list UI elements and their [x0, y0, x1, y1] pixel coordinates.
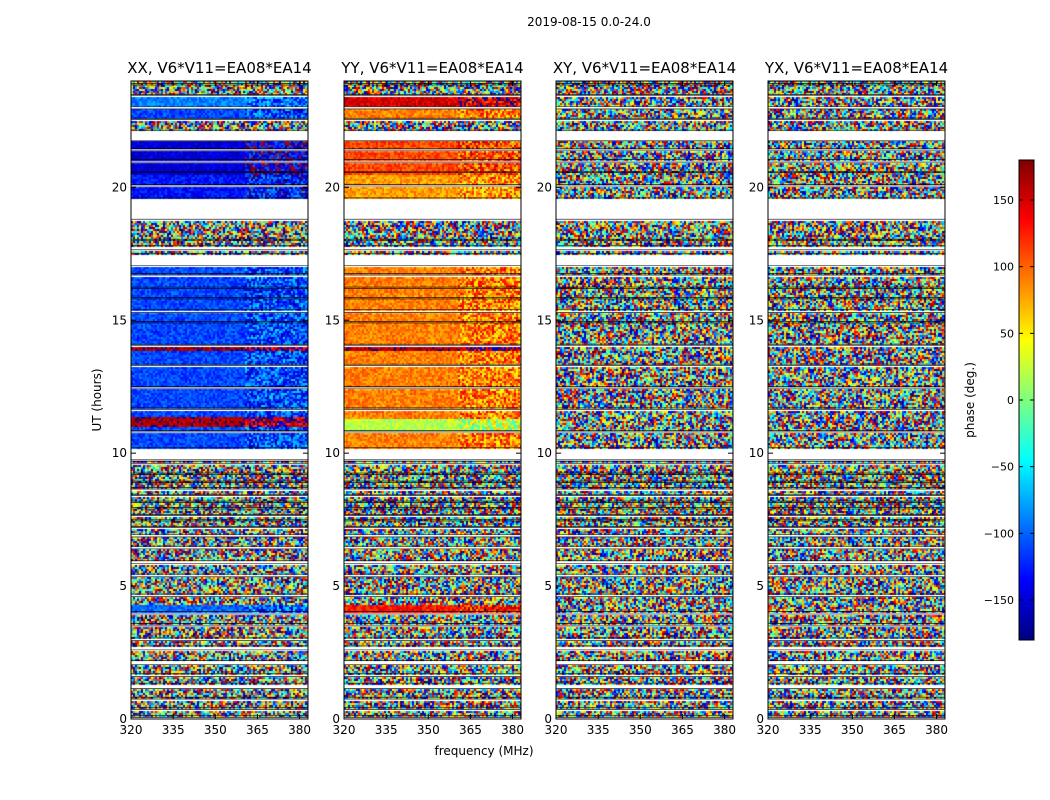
- x-tick-label: 365: [883, 723, 906, 737]
- y-tick-label: 20: [749, 180, 764, 194]
- heatmap-yx: [768, 81, 945, 719]
- x-tick-label: 320: [545, 723, 568, 737]
- panel-frame: [555, 80, 734, 720]
- panel-yx: YX, V6*V11=EA08*EA14 320 335 350 365 380 0 5 10 1…: [749, 59, 948, 737]
- y-tick-label: 10: [325, 446, 340, 460]
- panel-title: YY, V6*V11=EA08*EA14: [340, 59, 523, 77]
- x-tick-label: 380: [713, 723, 736, 737]
- x-tick-label: 335: [162, 723, 185, 737]
- x-tick-label: 380: [501, 723, 524, 737]
- y-tick-label: 0: [544, 712, 552, 726]
- y-tick-label: 20: [112, 180, 127, 194]
- y-tick-label: 0: [119, 712, 127, 726]
- y-tick-label: 5: [332, 579, 340, 593]
- panel-title: YX, V6*V11=EA08*EA14: [764, 59, 948, 77]
- colorbar-tick-label: −50: [991, 461, 1014, 474]
- figure-suptitle: 2019-08-15 0.0-24.0: [527, 15, 651, 29]
- colorbar-tick-label: 50: [1000, 327, 1014, 340]
- colorbar-label: phase (deg.): [963, 362, 977, 438]
- x-tick-label: 365: [671, 723, 694, 737]
- heatmap-xx: [131, 81, 308, 719]
- x-tick-label: 335: [587, 723, 610, 737]
- x-tick-label: 380: [288, 723, 311, 737]
- x-tick-label: 365: [459, 723, 482, 737]
- x-tick-label: 320: [757, 723, 780, 737]
- x-tick-label: 335: [375, 723, 398, 737]
- x-tick-label: 350: [841, 723, 864, 737]
- y-tick-label: 15: [749, 313, 764, 327]
- colorbar-tick-label: −150: [984, 594, 1014, 607]
- panel-yy: YY, V6*V11=EA08*EA14 320 335 350 365 380 0 5 10 1…: [325, 59, 524, 737]
- colorbar-tick-label: 0: [1007, 394, 1014, 407]
- y-tick-label: 5: [756, 579, 764, 593]
- panel-frame: [343, 80, 522, 720]
- panel-frame: [767, 80, 946, 720]
- y-tick-label: 0: [756, 712, 764, 726]
- colorbar-tick-label: −100: [984, 527, 1014, 540]
- y-tick-label: 5: [119, 579, 127, 593]
- panels: XX, V6*V11=EA08*EA14 320 335 350 365 380 0 5 10 1…: [112, 59, 948, 737]
- panel-title: XY, V6*V11=EA08*EA14: [553, 59, 736, 77]
- y-tick-label: 15: [537, 313, 552, 327]
- panel-xy: XY, V6*V11=EA08*EA14 320 335 350 365 380 0 5 10 1…: [537, 59, 736, 737]
- x-tick-label: 320: [120, 723, 143, 737]
- panel-xx: XX, V6*V11=EA08*EA14 320 335 350 365 380 0 5 10 1…: [112, 59, 312, 737]
- x-tick-label: 350: [417, 723, 440, 737]
- colorbar-tick-label: 150: [993, 194, 1014, 207]
- heatmap-yy: [344, 81, 521, 719]
- heatmap-xy: [556, 81, 733, 719]
- y-tick-label: 5: [544, 579, 552, 593]
- y-tick-label: 10: [537, 446, 552, 460]
- y-tick-label: 20: [537, 180, 552, 194]
- y-tick-label: 10: [112, 446, 127, 460]
- x-tick-label: 335: [799, 723, 822, 737]
- x-tick-label: 350: [629, 723, 652, 737]
- y-tick-label: 15: [325, 313, 340, 327]
- colorbar-tick-label: 100: [993, 261, 1014, 274]
- colorbar: −150 −100 −50 0 50 100 150: [984, 159, 1035, 641]
- panel-frame: [130, 80, 309, 720]
- y-tick-label: 20: [325, 180, 340, 194]
- y-tick-label: 10: [749, 446, 764, 460]
- x-axis-label: frequency (MHz): [434, 744, 533, 758]
- x-tick-label: 350: [204, 723, 227, 737]
- x-tick-label: 380: [925, 723, 948, 737]
- x-tick-label: 365: [246, 723, 269, 737]
- x-tick-label: 320: [333, 723, 356, 737]
- panel-title: XX, V6*V11=EA08*EA14: [127, 59, 311, 77]
- y-axis-label: UT (hours): [90, 368, 104, 431]
- y-tick-label: 0: [332, 712, 340, 726]
- y-tick-label: 15: [112, 313, 127, 327]
